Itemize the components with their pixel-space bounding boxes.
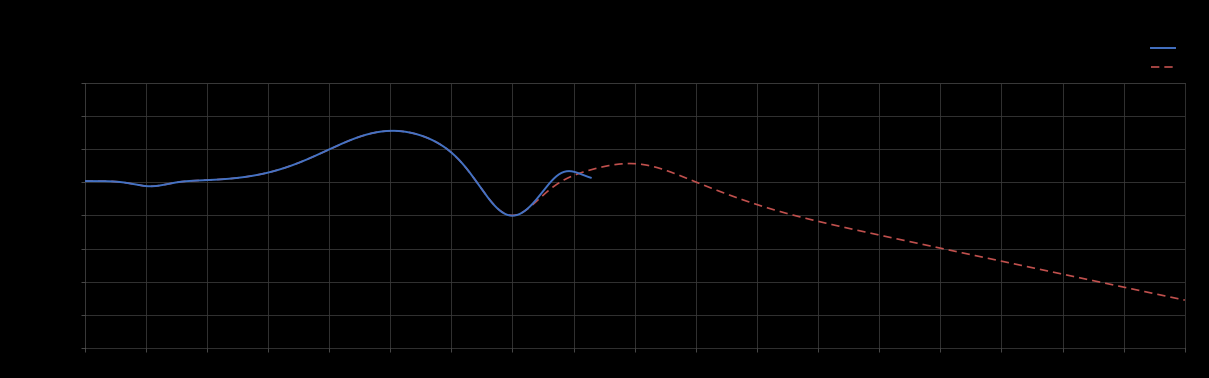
Legend: , : , (1151, 43, 1180, 73)
